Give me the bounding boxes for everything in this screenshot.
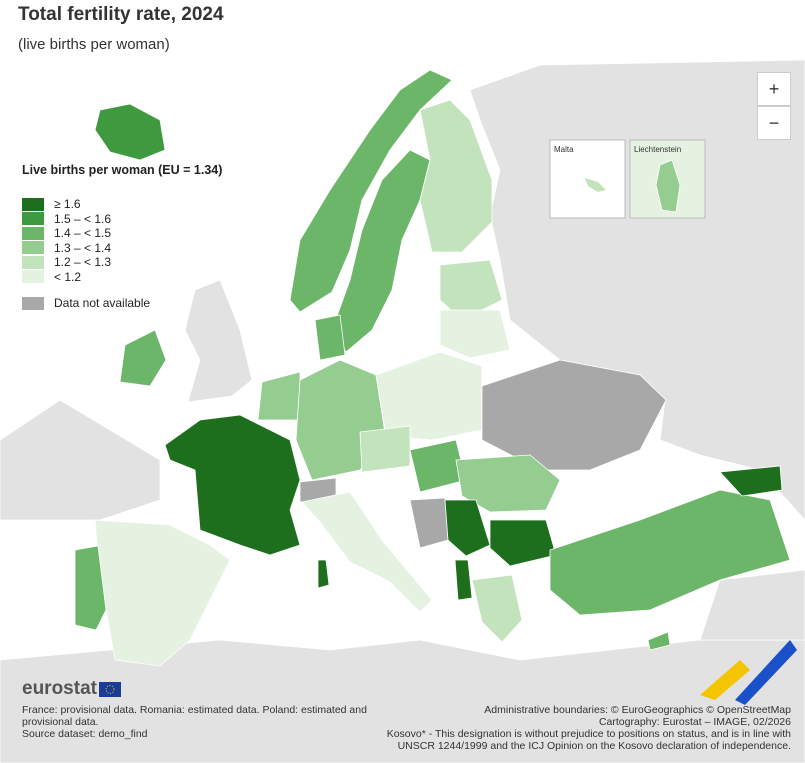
country	[454, 559, 473, 601]
inset-shape	[655, 159, 681, 213]
country	[375, 351, 483, 441]
legend-swatch	[22, 197, 44, 211]
country	[419, 99, 493, 253]
legend-items: ≥ 1.6 1.5 – < 1.6 1.4 – < 1.5 1.3 – < 1.4 1.…	[22, 197, 222, 284]
inset-label: Malta	[554, 145, 574, 154]
country	[289, 69, 453, 313]
country	[359, 425, 411, 473]
legend-item: 1.4 – < 1.5	[22, 226, 222, 241]
country	[719, 465, 783, 497]
country	[439, 309, 511, 359]
legend-swatch	[22, 226, 44, 240]
country	[317, 559, 330, 589]
legend-swatch	[22, 212, 44, 226]
zoom-in-button[interactable]: +	[757, 72, 791, 106]
legend-label: 1.4 – < 1.5	[54, 226, 112, 241]
eu-flag	[98, 681, 121, 697]
inset-label: Liechtenstein	[634, 145, 681, 154]
credit: Administrative boundaries: © EuroGeograp…	[484, 704, 791, 716]
country	[471, 574, 523, 643]
country	[481, 359, 667, 471]
country	[301, 491, 433, 613]
country	[455, 454, 561, 513]
country	[409, 497, 449, 549]
credit: Cartography: Eurostat – IMAGE, 02/2026	[598, 716, 791, 728]
country	[74, 545, 107, 631]
legend-swatch	[22, 241, 44, 255]
legend-item: 1.3 – < 1.4	[22, 241, 222, 256]
legend-swatch	[22, 296, 44, 310]
country	[119, 329, 167, 387]
legend-label: Data not available	[54, 296, 151, 310]
country	[164, 414, 301, 556]
country	[489, 519, 557, 567]
country	[314, 314, 346, 361]
inset-box	[549, 139, 626, 219]
title: Total fertility rate, 2024	[18, 4, 224, 25]
subtitle: (live births per woman)	[18, 36, 170, 53]
countries	[74, 69, 791, 667]
legend-label: ≥ 1.6	[54, 197, 81, 212]
insets: Malta Liechtenstein	[549, 139, 706, 219]
legend-swatch	[22, 270, 44, 284]
legend-label: < 1.2	[54, 269, 82, 284]
credit: Kosovo* - This designation is without pr…	[386, 728, 791, 752]
footer-notes: eurostat France: provisional data. Roman…	[22, 678, 392, 740]
legend-item: ≥ 1.6	[22, 197, 222, 212]
logo-text: eurostat	[22, 678, 97, 699]
source: Source dataset: demo_find	[22, 728, 148, 740]
country	[647, 631, 671, 651]
legend-item: 1.2 – < 1.3	[22, 255, 222, 270]
logo: eurostat	[22, 678, 392, 700]
legend-item: < 1.2	[22, 270, 222, 285]
legend: Live births per woman (EU = 1.34) ≥ 1.6 1…	[22, 163, 222, 312]
country	[257, 371, 301, 421]
zoom-out-button[interactable]: −	[757, 106, 791, 140]
notes: France: provisional data. Romania: estim…	[22, 704, 367, 728]
decoration	[700, 640, 797, 705]
legend-label: 1.3 – < 1.4	[54, 240, 112, 255]
legend-title: Live births per woman (EU = 1.34)	[22, 163, 223, 177]
country	[549, 489, 791, 616]
legend-label: 1.2 – < 1.3	[54, 255, 112, 270]
credits: Administrative boundaries: © EuroGeograp…	[371, 704, 791, 752]
country	[444, 499, 491, 557]
country	[94, 103, 166, 161]
legend-item: 1.5 – < 1.6	[22, 212, 222, 227]
legend-label: 1.5 – < 1.6	[54, 211, 112, 226]
legend-swatch	[22, 255, 44, 269]
inset-shape	[585, 178, 606, 192]
legend-item: Data not available	[22, 294, 222, 312]
